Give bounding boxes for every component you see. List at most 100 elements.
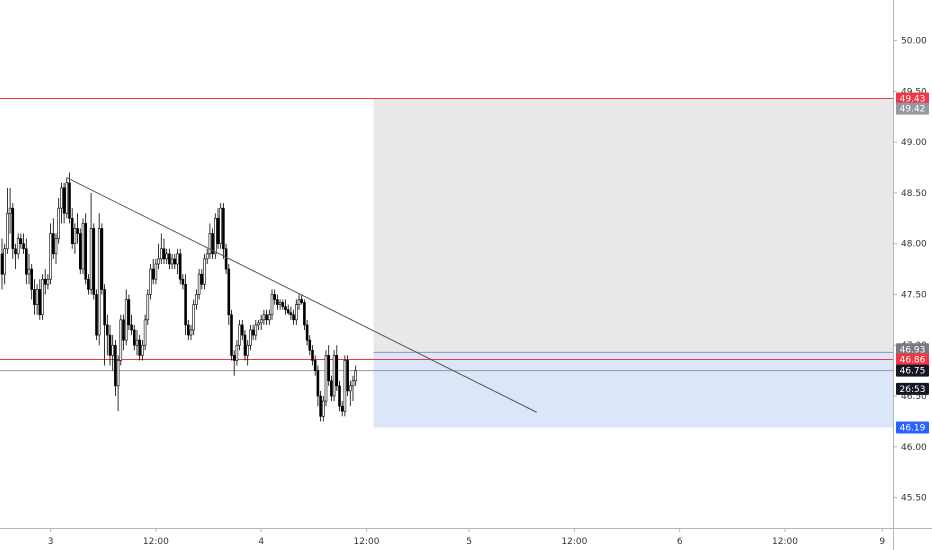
candle (189, 324, 193, 341)
y-tick-label: 47.50 (901, 290, 927, 300)
candle (89, 192, 93, 295)
y-tick-label: 46.50 (901, 392, 927, 402)
trendline[interactable] (66, 177, 537, 413)
candle (276, 294, 279, 310)
trendline-line[interactable] (66, 177, 537, 413)
candle (343, 355, 347, 417)
svg-text:46.93: 46.93 (900, 345, 926, 355)
candle (259, 314, 263, 330)
candle (254, 319, 258, 341)
candle (211, 228, 214, 259)
candle (3, 243, 7, 285)
candle (257, 319, 260, 330)
candle (103, 284, 106, 366)
y-tick-label: 49.00 (901, 138, 927, 148)
candle (311, 345, 314, 366)
candle (224, 243, 228, 275)
svg-text:46.75: 46.75 (900, 367, 926, 377)
candle (124, 289, 128, 346)
position-zone[interactable] (373, 98, 894, 428)
candle (162, 238, 166, 264)
candle (81, 218, 85, 275)
candle (208, 223, 212, 259)
candle (116, 355, 120, 412)
x-tick-label: 12:00 (561, 537, 587, 547)
candle (241, 319, 244, 341)
candle (354, 365, 358, 386)
y-tick-label: 48.00 (901, 240, 927, 250)
candle (262, 309, 266, 325)
candle (203, 253, 206, 290)
y-tick-label: 45.50 (901, 494, 927, 504)
x-tick-label: 12:00 (354, 537, 380, 547)
candle (267, 309, 271, 325)
candle (305, 319, 309, 346)
candle (351, 375, 355, 402)
candle (108, 324, 112, 366)
candle (54, 233, 58, 264)
candle (200, 269, 204, 290)
candle (33, 279, 36, 315)
candle (143, 314, 147, 351)
candle (176, 248, 179, 275)
candle (319, 390, 322, 422)
candle (46, 274, 50, 290)
candle (114, 340, 117, 396)
y-tick-label: 48.50 (901, 189, 927, 199)
candle (30, 264, 34, 300)
reward-zone[interactable] (373, 352, 894, 428)
candle (195, 289, 198, 310)
candle (11, 203, 15, 259)
candle (111, 335, 114, 371)
candle (65, 177, 69, 219)
candle (35, 284, 39, 315)
candle (160, 233, 163, 264)
support-tag: 46.86 (896, 353, 929, 366)
candle (321, 396, 325, 422)
y-tick-label: 46.00 (901, 443, 927, 453)
candle (265, 309, 268, 325)
candle (41, 274, 44, 320)
candle (243, 330, 247, 361)
candle (286, 304, 290, 315)
risk-zone[interactable] (373, 98, 894, 353)
candle (281, 299, 285, 310)
svg-text:46.86: 46.86 (900, 355, 926, 365)
candle (135, 330, 139, 356)
candle (192, 299, 195, 336)
candle (316, 365, 320, 407)
candle (292, 309, 295, 325)
candle (92, 223, 96, 300)
candle (106, 314, 109, 356)
candle (84, 213, 87, 285)
x-tick-label: 9 (879, 537, 885, 547)
candle (16, 233, 20, 259)
candle (154, 258, 158, 285)
candle (230, 309, 233, 361)
candle (87, 274, 90, 295)
candle (73, 223, 77, 254)
candle (308, 335, 312, 356)
x-tick-label: 12:00 (772, 537, 798, 547)
x-tick-label: 5 (466, 537, 472, 547)
candle (133, 324, 136, 351)
candle (57, 198, 61, 244)
candle (68, 172, 71, 224)
candle (170, 253, 174, 270)
candle (313, 355, 317, 376)
candle (97, 213, 101, 346)
x-tick-label: 4 (258, 537, 264, 547)
candle (249, 324, 252, 351)
x-tick-label: 12:00 (143, 537, 169, 547)
resistance-tag: 49.43 (896, 92, 929, 105)
candle (340, 401, 344, 417)
candle (14, 243, 17, 270)
candle (60, 182, 63, 224)
svg-text:49.43: 49.43 (900, 94, 926, 104)
candle (227, 264, 231, 325)
x-tick-label: 3 (48, 537, 54, 547)
x-axis[interactable]: 3 12:00 4 12:00 5 12:00 6 12:00 9 (48, 528, 886, 547)
